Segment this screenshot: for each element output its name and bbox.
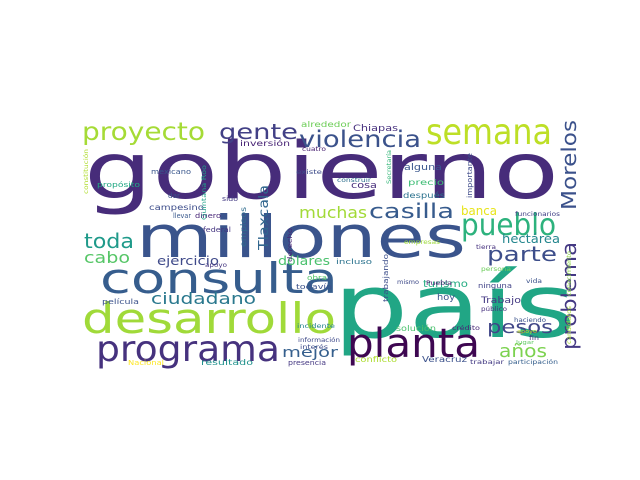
- word-precio: precio: [408, 178, 444, 187]
- word-alrededor: alrededor: [301, 120, 352, 129]
- word-despues: después: [403, 190, 445, 200]
- word-importante: importante: [466, 153, 474, 198]
- word-credito: crédito: [452, 325, 480, 332]
- word-violencia: violencia: [299, 127, 421, 153]
- word-mexicano: mexicano: [151, 168, 191, 176]
- word-trabajando: trabajando: [382, 254, 390, 302]
- word-pueblo: pueblo: [461, 208, 556, 243]
- word-haciendo: haciendo: [514, 317, 546, 324]
- word-banca: banca: [461, 204, 497, 218]
- word-desarrollo: desarrollo: [82, 294, 336, 343]
- word-trabajar: trabajar: [470, 359, 505, 366]
- word-millones: millones: [136, 203, 466, 271]
- word-cabo: cabo: [84, 248, 130, 267]
- word-gente: gente: [219, 120, 298, 144]
- word-funcionarios: funcionarios: [515, 211, 560, 218]
- word-ejercicio: ejercicio: [157, 254, 219, 268]
- word-apoyo-2: apoyo: [517, 329, 537, 335]
- word-consulta: consulta: [100, 254, 338, 303]
- word-tlaxcala: Tlaxcala: [257, 185, 272, 251]
- word-participacion: participación: [508, 359, 558, 366]
- word-empresas: empresas: [404, 239, 440, 246]
- word-morelos: Morelos: [557, 120, 581, 210]
- word-pesos: pesos: [487, 317, 553, 338]
- word-sido: sido: [222, 195, 238, 203]
- word-campesino: campesino: [149, 203, 204, 212]
- word-incluso: incluso: [336, 258, 372, 266]
- word-puebla: Puebla: [426, 280, 452, 287]
- word-muchas: muchas: [299, 203, 367, 222]
- word-solucion: solución: [396, 323, 436, 333]
- word-quintana-roo: Quintana Roo: [201, 165, 208, 220]
- word-obra: obra: [307, 274, 327, 282]
- word-dinero: dinero: [195, 212, 221, 220]
- word-turismo: turismo: [423, 279, 468, 290]
- word-todavia: todavía: [296, 283, 332, 291]
- word-derecho: derecho: [287, 228, 294, 262]
- word-planta: planta: [347, 321, 480, 367]
- word-mejor: mejor: [282, 345, 338, 361]
- word-pais: país: [333, 255, 576, 358]
- word-construir: construir: [337, 177, 372, 184]
- word-candidatos: candidatos: [566, 306, 573, 344]
- word-toda: toda: [84, 229, 134, 253]
- word-presencia: presencia: [288, 359, 326, 367]
- word-ciudadano: ciudadano: [151, 289, 256, 308]
- word-cuatro: cuatro: [302, 146, 326, 153]
- word-llevar: llevar: [173, 212, 191, 220]
- word-mismo: mismo: [397, 279, 419, 286]
- word-secretaria: Secretaría: [386, 150, 393, 184]
- word-incidente: incidente: [297, 323, 335, 330]
- word-apoyo: apoyo: [205, 262, 227, 269]
- word-cloud-words: gobierno país millones consulta desarrol…: [82, 112, 581, 370]
- word-empleos: empleos: [239, 207, 248, 247]
- word-anos: años: [499, 341, 547, 362]
- word-proposito: propósito: [97, 181, 140, 189]
- word-conocimiento: conocimiento: [566, 251, 573, 296]
- word-fin: fin: [529, 335, 539, 342]
- word-inversion: inversión: [240, 138, 290, 148]
- word-persona: persona: [481, 266, 511, 273]
- word-dolares: dólares: [278, 254, 330, 268]
- word-federal: federal: [203, 226, 231, 234]
- word-resultado: resultado: [201, 358, 253, 367]
- word-dar: dar: [168, 192, 180, 200]
- word-chiapas: Chiapas: [353, 124, 398, 134]
- word-vida: vida: [526, 278, 542, 285]
- word-informacion: información: [298, 337, 340, 344]
- word-conflicto: conflicto: [355, 355, 397, 364]
- word-trabajo: Trabajo: [480, 296, 522, 306]
- word-parte: parte: [487, 242, 557, 266]
- word-veracruz: Veracruz: [422, 355, 467, 364]
- word-pelicula: película: [102, 298, 139, 306]
- word-programa: programa: [96, 329, 280, 370]
- word-interes: interés: [300, 344, 328, 351]
- word-ninguna: ninguna: [478, 282, 512, 290]
- word-hoy: hoy: [437, 293, 456, 303]
- word-hectarea: hectárea: [502, 232, 560, 246]
- word-alguna: alguna: [404, 163, 442, 173]
- word-semana: semana: [426, 112, 552, 153]
- word-nacional: Nacional: [128, 359, 164, 367]
- word-problema: problema: [557, 242, 581, 350]
- word-proyecto: proyecto: [82, 117, 205, 146]
- word-tierra: tierra: [476, 244, 496, 251]
- word-cosa: cosa: [351, 181, 377, 191]
- word-gobierno: gobierno: [84, 127, 559, 217]
- word-constitucion: constitución: [83, 149, 90, 194]
- word-publico: público: [481, 306, 507, 313]
- word-lugar: lugar: [516, 340, 535, 346]
- word-existe: existe: [296, 169, 322, 176]
- word-casilla: casilla: [369, 199, 454, 223]
